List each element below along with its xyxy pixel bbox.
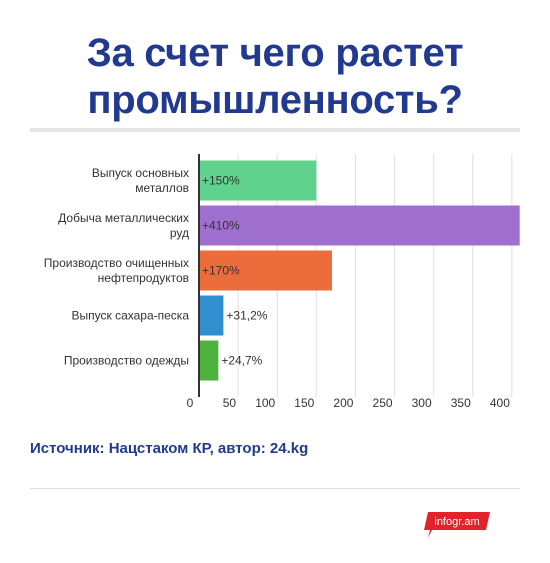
title-line-1: За счет чего растет xyxy=(86,31,464,75)
bar xyxy=(199,295,224,336)
chart-title: За счет чего растет промышленность? xyxy=(0,30,550,124)
logo-badge xyxy=(424,512,490,538)
bar-value-label: +24,7% xyxy=(221,354,262,368)
x-tick-label: 0 xyxy=(187,396,194,410)
x-tick-label: 300 xyxy=(412,396,432,410)
category-label: Производство очищенных xyxy=(44,256,189,270)
x-tick-label: 200 xyxy=(333,396,353,410)
logo-text: infogr.am xyxy=(434,516,479,528)
category-label: Выпуск сахара-песка xyxy=(72,309,190,323)
category-label: Добыча металлических xyxy=(58,211,189,225)
x-tick-label: 100 xyxy=(255,396,275,410)
title-line-2: промышленность? xyxy=(87,78,463,122)
category-label: нефтепродуктов xyxy=(98,271,189,285)
bar-value-label: +410% xyxy=(202,219,240,233)
bar xyxy=(199,160,317,201)
category-label: Выпуск основных xyxy=(92,166,189,180)
x-tick-label: 350 xyxy=(451,396,471,410)
category-label: Производство одежды xyxy=(64,354,189,368)
x-tick-label: 150 xyxy=(294,396,314,410)
x-tick-label: 400 xyxy=(490,396,510,410)
bar xyxy=(199,205,520,246)
x-tick-label: 250 xyxy=(373,396,393,410)
category-label: металлов xyxy=(135,181,189,195)
bar-value-label: +170% xyxy=(202,264,240,278)
bar-value-label: +31,2% xyxy=(226,309,267,323)
source-note: Источник: Нацстаком КР, автор: 24.kg xyxy=(30,440,309,457)
category-label: руд xyxy=(170,226,189,240)
infogram-logo[interactable]: infogr.am xyxy=(424,510,494,540)
x-tick-label: 50 xyxy=(223,396,237,410)
bar xyxy=(199,340,219,381)
bar-value-label: +150% xyxy=(202,174,240,188)
title-divider xyxy=(30,128,520,132)
footer-divider xyxy=(30,488,520,489)
bar xyxy=(199,250,332,291)
